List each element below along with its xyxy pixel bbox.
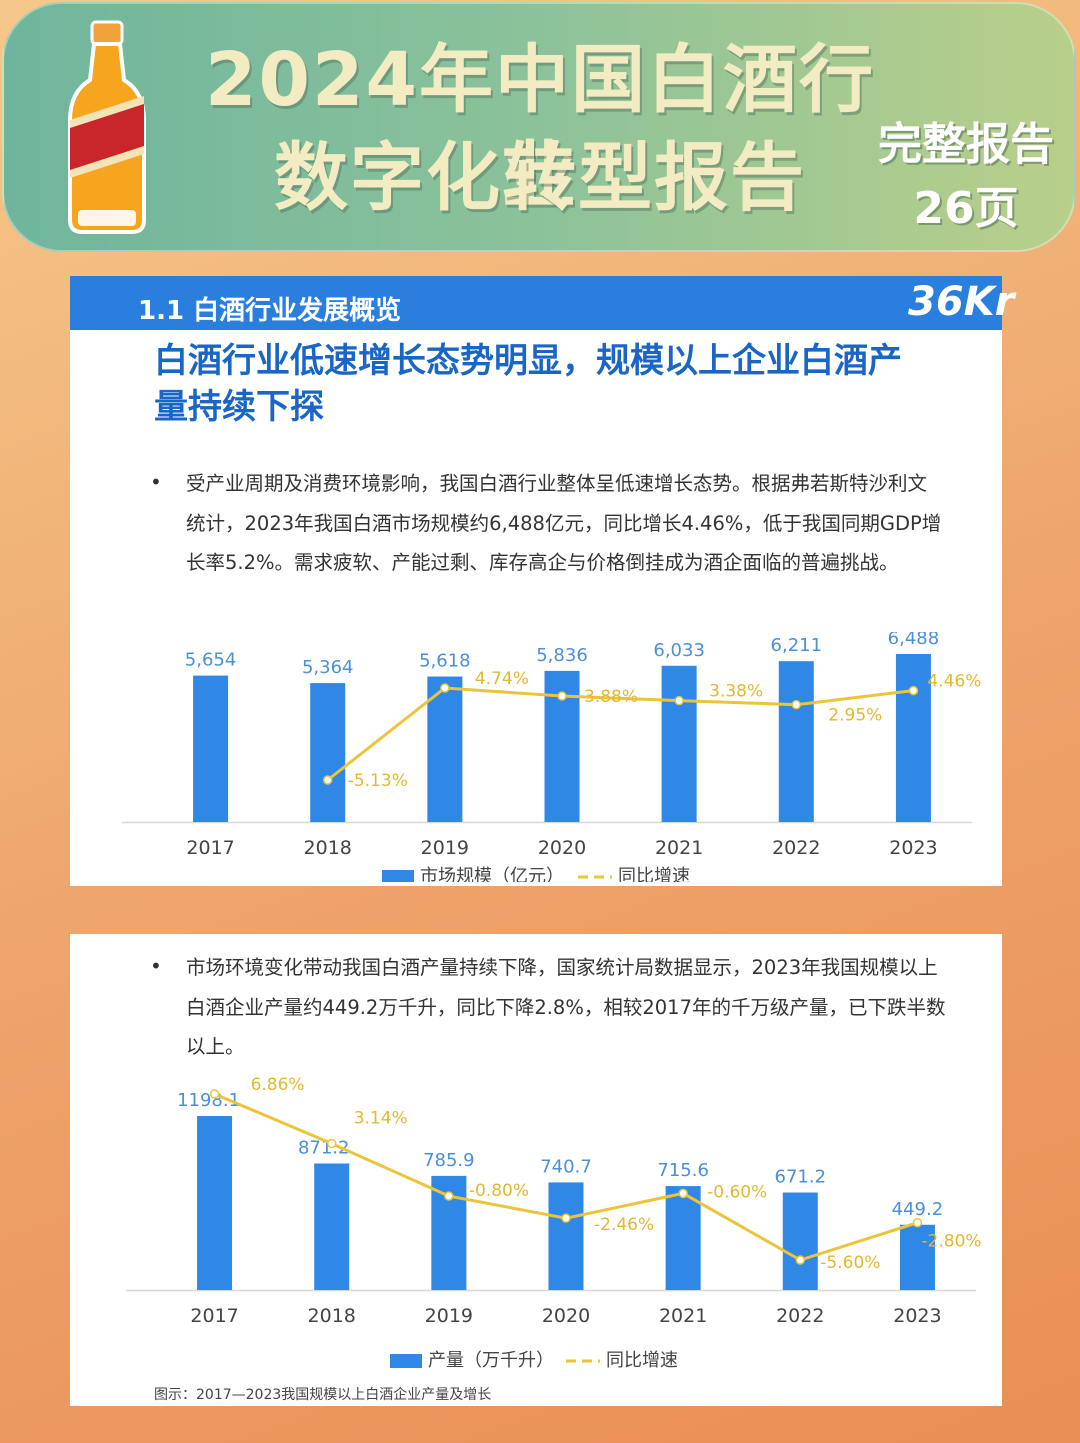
growth-value-label: -2.80% [921,1232,981,1252]
legend-bar-label: 市场规模（亿元） [420,866,564,882]
x-tick-label: 2022 [776,1305,824,1327]
section-label: 1.1 白酒行业发展概览 [138,296,402,326]
market-size-chart: 5,654 2017 5,364 2018 5,618 2019 5,836 2020 6,03… [122,632,981,882]
page-count-label: 26页 [913,183,1019,234]
bar [197,1116,233,1290]
header-banner [2,2,1076,252]
legend-bar-swatch [382,870,414,882]
chart-caption: 图示：2017—2023我国规模以上白酒企业产量及增长 [154,1387,492,1403]
growth-point [209,1089,220,1099]
growth-value-label: -5.13% [348,771,408,791]
growth-value-label: -0.80% [469,1181,529,1201]
bar [778,661,814,822]
brand-logo: 36Kr [908,279,1015,325]
bar-value-label: 6,211 [771,635,823,656]
x-tick-label: 2023 [893,1305,941,1327]
bar-value-label: 5,836 [536,645,588,666]
x-tick-label: 2023 [889,837,937,859]
x-tick-label: 2021 [655,837,703,859]
growth-value-label: -5.60% [820,1253,880,1273]
bar [661,665,697,822]
growth-point [444,1191,454,1201]
growth-value-label: -0.60% [707,1182,767,1202]
bullet: • [150,470,162,494]
growth-point [791,699,802,710]
growth-value-label: 3.88% [584,687,638,707]
bar [310,683,346,822]
growth-point [326,1138,337,1149]
bar-value-label: 5,654 [185,650,237,671]
x-tick-label: 2017 [186,837,234,859]
bar-value-label: 6,033 [653,640,705,661]
production-card: • 市场环境变化带动我国白酒产量持续下降，国家统计局数据显示，2023年我国规模… [70,934,1002,1406]
bar-value-label: 6,488 [888,632,940,649]
growth-point [322,775,333,785]
market-size-card: 1.1 白酒行业发展概览 36Kr 白酒行业低速增长态势明显，规模以上企业白酒产… [70,276,1015,886]
market-paragraph: 受产业周期及消费环境影响，我国白酒行业整体呈低速增长态势。根据弗若斯特沙利文统计… [186,472,942,574]
bar [782,1192,818,1290]
bar-value-label: 449.2 [892,1199,944,1220]
bar-value-label: 715.6 [657,1160,709,1181]
bar-value-label: 5,618 [419,651,471,672]
growth-point [678,1188,688,1199]
growth-value-label: 6.86% [251,1076,305,1095]
growth-line [326,686,914,782]
production-chart: 1198.1 2017 871.2 2018 785.9 2019 740.7 2020 715… [126,1076,982,1371]
x-tick-label: 2018 [308,1305,356,1327]
bar [895,654,931,822]
x-tick-label: 2019 [421,837,469,859]
legend-line-label: 同比增速 [606,1350,678,1371]
growth-point [674,695,684,706]
bar-value-label: 785.9 [423,1150,475,1171]
bar [193,675,229,822]
x-tick-label: 2018 [304,837,352,859]
liquor-bottle-icon [68,20,146,234]
bar-value-label: 671.2 [775,1167,827,1188]
growth-value-label: 3.38% [709,682,763,702]
legend-bar-swatch [390,1354,422,1368]
bullet: • [150,954,162,978]
x-tick-label: 2017 [190,1305,238,1327]
x-tick-label: 2022 [772,837,820,859]
bar [548,1182,584,1290]
growth-point [557,691,567,701]
bar-value-label: 740.7 [540,1156,592,1177]
bar-value-label: 5,364 [302,657,354,678]
bar-value-label: 871.2 [298,1137,350,1158]
growth-point [561,1213,571,1223]
x-tick-label: 2020 [542,1305,590,1327]
bar [665,1186,701,1290]
bar-value-label: 1198.1 [177,1090,240,1111]
banner-title-line2: 数字化转型报告 [274,135,806,221]
legend-bar-label: 产量（万千升） [428,1350,554,1371]
growth-value-label: 2.95% [828,706,882,726]
headline: 白酒行业低速增长态势明显，规模以上企业白酒产量持续下探 [154,341,902,427]
full-report-label: 完整报告 [878,119,1054,170]
section-bar: 1.1 白酒行业发展概览 36Kr [70,276,1015,330]
legend-line-label: 同比增速 [618,866,690,882]
growth-point [795,1255,806,1265]
growth-point [908,685,919,696]
bar [427,676,463,822]
banner-title-line1: 2024年中国白酒行业 [205,37,875,219]
production-paragraph: 市场环境变化带动我国白酒产量持续下降，国家统计局数据显示，2023年我国规模以上… [186,956,946,1058]
x-tick-label: 2020 [538,837,586,859]
growth-point [912,1217,923,1228]
growth-value-label: -2.46% [594,1215,654,1235]
growth-value-label: 4.46% [927,672,981,692]
bar [314,1163,350,1290]
x-tick-label: 2021 [659,1305,707,1327]
growth-value-label: 3.14% [354,1109,408,1129]
growth-point [440,683,450,693]
bar [899,1224,935,1290]
growth-value-label: 4.74% [475,669,529,689]
x-tick-label: 2019 [425,1305,473,1327]
